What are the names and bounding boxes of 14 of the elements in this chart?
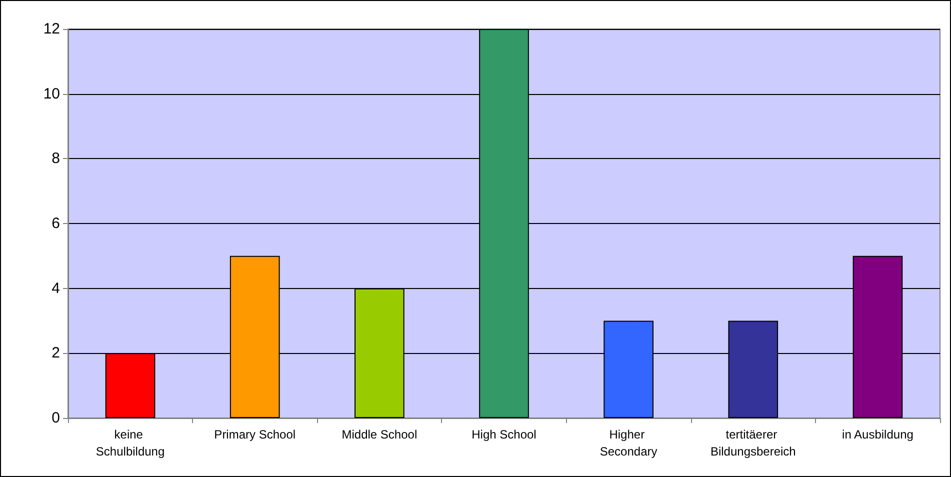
y-tick-label: 6 xyxy=(52,215,60,232)
x-tick-label: Higher Secondary xyxy=(600,428,658,458)
x-tick-label: keine Schulbildung xyxy=(96,428,165,458)
x-tick-label: Primary School xyxy=(214,428,296,442)
y-tick-label: 4 xyxy=(52,280,60,297)
x-tick-label: in Ausbildung xyxy=(842,428,914,442)
y-tick-label: 0 xyxy=(52,410,60,426)
x-tick-label: High School xyxy=(472,428,536,442)
x-tick-label: tertitäerer Bildungsbereich xyxy=(710,428,796,458)
y-tick-label: 10 xyxy=(43,85,60,102)
y-tick-label: 2 xyxy=(52,344,60,362)
x-tick-label: Middle School xyxy=(342,428,418,442)
y-tick-label: 12 xyxy=(43,20,60,38)
y-tick-label: 8 xyxy=(52,150,60,168)
